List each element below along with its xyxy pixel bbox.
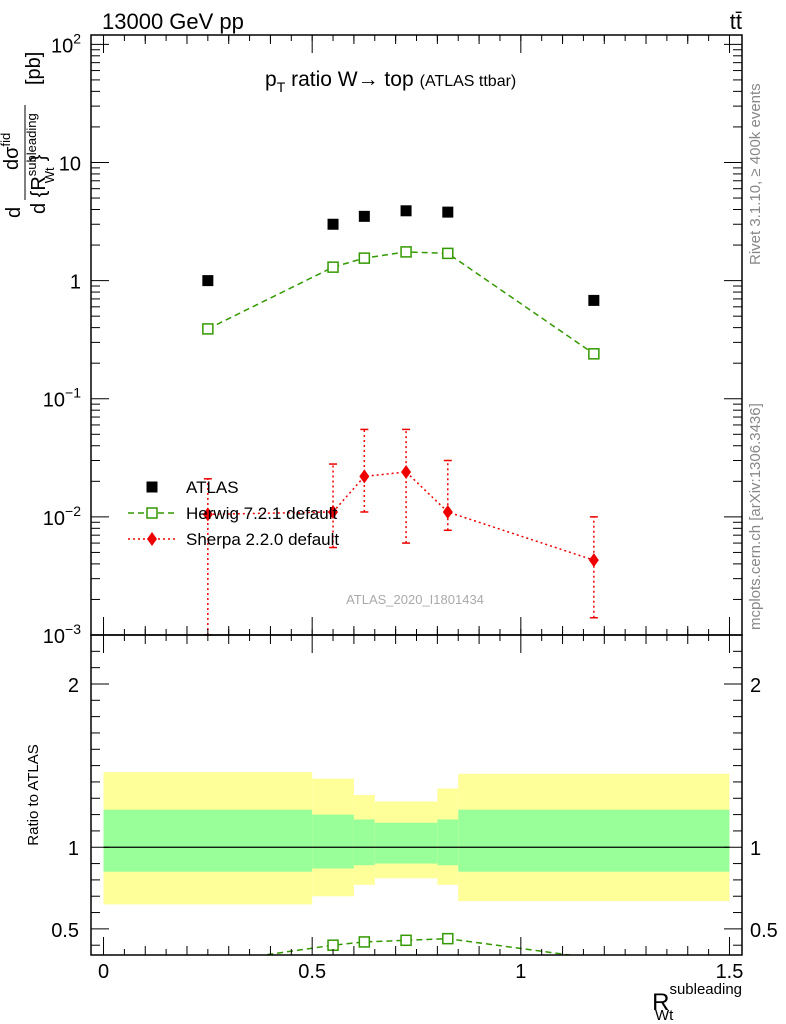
mcplots-label: mcplots.cern.ch [arXiv:1306.3436] <box>747 403 764 630</box>
legend-marker <box>147 532 157 546</box>
y-tick-label: 10−1 <box>43 385 81 412</box>
data-point <box>442 206 454 218</box>
ratio-y-tick-label-left: 0.5 <box>51 920 79 942</box>
ylabel-unit: [pb] <box>23 52 45 85</box>
main-axis-ticks: 102 10 1 10−1 10−2 10−3 <box>43 30 742 648</box>
ratio-panel: 0.5 0.5 1 1 2 2 0 0.5 1 1.5 Ratio to ATLAS Rsuble… <box>25 634 778 1024</box>
ratio-x-tick-label: 1.5 <box>716 961 744 983</box>
uncertainty-band-inner <box>458 809 730 872</box>
series-line-1 <box>207 251 595 355</box>
legend-label: ATLAS <box>186 478 239 497</box>
uncertainty-band-inner <box>353 819 375 866</box>
y-tick-label: 10−2 <box>43 503 81 530</box>
data-point <box>327 218 339 230</box>
ratio-series-group <box>259 932 576 955</box>
data-point <box>327 261 339 273</box>
ratio-x-tick-label: 1 <box>515 961 526 983</box>
data-point <box>400 205 412 217</box>
uncertainty-band-inner <box>103 809 313 872</box>
ratio-x-tick-label: 0.5 <box>298 961 326 983</box>
data-point <box>359 469 370 484</box>
ratio-data-point <box>327 939 339 951</box>
data-point <box>328 504 339 519</box>
ratio-y-tick-label-left: 1 <box>68 838 79 860</box>
ratio-y-tick-label-right: 0.5 <box>750 920 778 942</box>
ratio-y-tick-label-right: 2 <box>750 675 761 697</box>
data-point <box>401 464 412 479</box>
legend: ATLAS Herwig 7.2.1 default Sherpa 2.2.0 de… <box>128 478 339 549</box>
main-series <box>202 205 600 636</box>
data-point <box>400 246 412 258</box>
y-tick-label: 10 <box>59 153 81 175</box>
process-label: tt̄ <box>730 9 742 34</box>
data-point <box>442 247 454 260</box>
data-point <box>442 504 453 519</box>
uncertainty-band-inner <box>312 814 354 869</box>
uncertainty-band-inner <box>437 819 459 866</box>
legend-label: Herwig 7.2.1 default <box>186 504 337 523</box>
main-panel: 102 10 1 10−1 10−2 10−3 pT ratio W→ top (ATLAS… <box>0 30 743 648</box>
ratio-y-tick-label-left: 2 <box>68 675 79 697</box>
data-point <box>588 553 599 568</box>
data-point <box>588 294 600 306</box>
ratio-y-tick-label-right: 1 <box>750 838 761 860</box>
ratio-xlabel: Rsubleading Wt <box>652 981 742 1024</box>
legend-marker <box>146 481 158 493</box>
legend-marker <box>146 507 158 519</box>
data-point <box>202 275 214 287</box>
ratio-data-point <box>400 934 412 947</box>
data-point <box>358 210 370 222</box>
ratio-bands <box>103 772 730 905</box>
uncertainty-band-inner <box>374 822 438 864</box>
rivet-label: Rivet 3.1.10, ≥ 400k events <box>747 83 764 265</box>
main-ylabel: d dσfid d {Rsubleading Wt} [pb] <box>0 52 57 218</box>
ylabel-numerator: dσfid <box>0 133 23 170</box>
y-tick-label: 102 <box>51 30 81 57</box>
y-tick-label: 10−3 <box>43 621 81 648</box>
energy-label: 13000 GeV pp <box>102 9 244 34</box>
ratio-ylabel: Ratio to ATLAS <box>25 744 42 845</box>
data-point <box>588 348 600 360</box>
ratio-axis-ticks: 0.5 0.5 1 1 2 2 0 0.5 1 1.5 <box>51 635 778 983</box>
data-point <box>358 252 371 264</box>
ratio-data-point <box>358 936 371 948</box>
ratio-data-point <box>442 932 454 945</box>
data-point <box>202 507 213 522</box>
data-point <box>202 323 214 335</box>
y-tick-label: 1 <box>70 272 81 294</box>
legend-label: Sherpa 2.2.0 default <box>186 530 339 549</box>
chart-title: pT ratio W→ top (ATLAS ttbar) <box>265 68 516 95</box>
analysis-watermark: ATLAS_2020_I1801434 <box>346 592 484 607</box>
ylabel-d-left: d <box>3 207 25 218</box>
ratio-series <box>259 932 576 955</box>
ratio-x-tick-label: 0 <box>98 961 109 983</box>
ylabel-denominator: d {Rsubleading Wt} <box>24 113 57 214</box>
